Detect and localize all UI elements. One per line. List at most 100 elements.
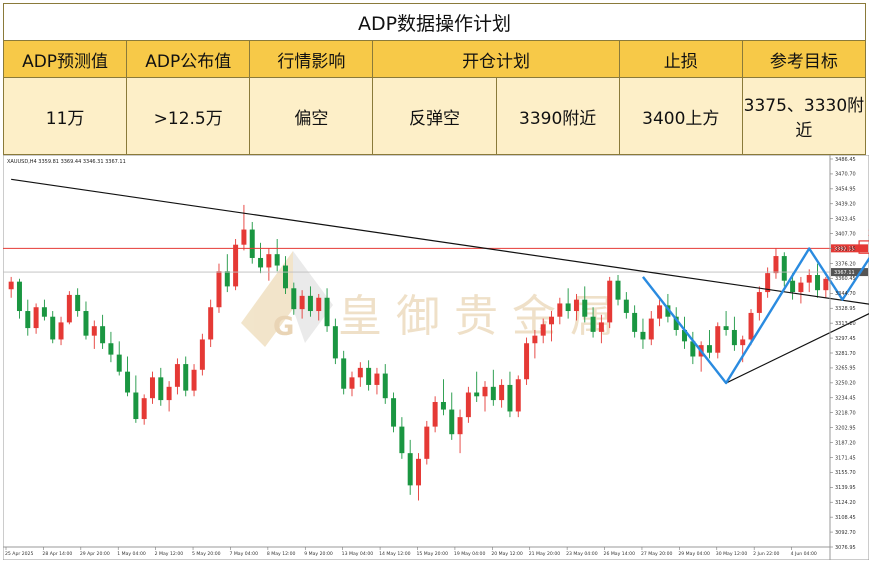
candle-body bbox=[781, 256, 787, 281]
candle-body bbox=[416, 458, 421, 486]
y-tick-label: 3124.20 bbox=[835, 500, 856, 506]
candle-body bbox=[183, 364, 189, 391]
candle-body bbox=[66, 294, 72, 323]
y-tick-label: 3250.20 bbox=[835, 381, 856, 387]
y-tick-label: 3360.45 bbox=[835, 276, 856, 282]
candle-body bbox=[673, 316, 679, 330]
candle-body bbox=[590, 316, 596, 332]
candle-body bbox=[748, 312, 754, 340]
y-tick-label: 3139.95 bbox=[835, 485, 856, 491]
x-tick-label: 19 May 04:00 bbox=[454, 551, 486, 557]
x-tick-label: 21 May 20:00 bbox=[529, 551, 561, 557]
candle-body bbox=[756, 292, 762, 313]
candle-body bbox=[640, 331, 646, 340]
x-tick-label: 8 May 12:00 bbox=[267, 551, 296, 557]
candle-body bbox=[100, 326, 106, 344]
candle-body bbox=[715, 326, 721, 353]
x-tick-label: 30 May 12:00 bbox=[716, 551, 748, 557]
candle-body bbox=[540, 324, 546, 336]
y-tick-label: 3407.70 bbox=[835, 231, 856, 237]
candle-body bbox=[815, 275, 821, 291]
candle-body bbox=[374, 373, 380, 385]
candle-body bbox=[266, 254, 272, 268]
x-tick-label: 15 May 20:00 bbox=[417, 551, 449, 557]
y-tick-label: 3297.45 bbox=[835, 336, 856, 342]
candle-body bbox=[665, 305, 671, 317]
value-adp-forecast: 11万 bbox=[2, 77, 128, 155]
y-tick-label: 3092.70 bbox=[835, 530, 856, 536]
candle-body bbox=[208, 307, 214, 340]
header-open-plan: 开仓计划 bbox=[372, 40, 620, 78]
candle-body bbox=[798, 282, 804, 293]
candle-body bbox=[341, 358, 347, 389]
candle-body bbox=[108, 343, 114, 355]
candle-body bbox=[490, 386, 496, 401]
candle-body bbox=[532, 335, 538, 344]
candle-body bbox=[141, 398, 147, 420]
candle-body bbox=[507, 384, 513, 412]
candle-body bbox=[623, 299, 629, 313]
x-tick-label: 26 May 14:00 bbox=[604, 551, 636, 557]
candle-body bbox=[382, 373, 388, 399]
header-adp-actual: ADP公布值 bbox=[126, 40, 251, 78]
candle-body bbox=[648, 318, 654, 340]
candle-body bbox=[740, 339, 746, 346]
candle-body bbox=[690, 341, 696, 357]
candle-body bbox=[33, 307, 39, 329]
candle-body bbox=[765, 273, 771, 293]
candle-body bbox=[216, 271, 222, 308]
candle-body bbox=[116, 354, 122, 372]
candle-body bbox=[632, 312, 638, 332]
candle-body bbox=[41, 307, 47, 317]
descending-trendline bbox=[11, 178, 869, 305]
y-tick-label: 3234.45 bbox=[835, 396, 856, 402]
candle-body bbox=[307, 295, 313, 312]
candle-body bbox=[199, 339, 205, 370]
candle-body bbox=[549, 316, 555, 325]
candle-body bbox=[332, 326, 338, 359]
candle-body bbox=[349, 377, 355, 389]
candle-body bbox=[731, 329, 737, 346]
y-tick-label: 3391.95 bbox=[835, 246, 856, 252]
candle-body bbox=[598, 322, 604, 332]
header-target: 参考目标 bbox=[741, 40, 867, 78]
y-tick-label: 3328.95 bbox=[835, 306, 856, 312]
candle-body bbox=[806, 275, 812, 283]
candle-body bbox=[449, 409, 455, 435]
y-tick-label: 3171.45 bbox=[835, 455, 856, 461]
symbol-header: XAUUSD,H4 3359.81 3369.44 3346.31 3367.1… bbox=[7, 159, 126, 165]
x-tick-label: 1 May 04:00 bbox=[117, 551, 146, 557]
value-stop-loss: 3400上方 bbox=[618, 77, 743, 155]
y-tick-label: 3202.95 bbox=[835, 425, 856, 431]
y-tick-label: 3313.20 bbox=[835, 321, 856, 327]
current-price-tag bbox=[831, 268, 868, 277]
candle-body bbox=[440, 401, 446, 410]
y-tick-label: 3218.70 bbox=[835, 410, 856, 416]
x-tick-label: 13 May 04:00 bbox=[342, 551, 374, 557]
candle-body bbox=[357, 367, 363, 378]
candle-body bbox=[424, 426, 430, 459]
candle-body bbox=[773, 256, 779, 274]
candle-body bbox=[249, 229, 255, 258]
candle-body bbox=[324, 297, 330, 327]
y-tick-label: 3108.45 bbox=[835, 515, 856, 521]
x-tick-label: 5 May 20:00 bbox=[192, 551, 221, 557]
x-tick-label: 29 Apr 20:00 bbox=[80, 551, 110, 557]
x-tick-label: 29 May 04:00 bbox=[678, 551, 710, 557]
y-tick-label: 3155.70 bbox=[835, 470, 856, 476]
value-market-impact: 偏空 bbox=[249, 77, 374, 155]
x-tick-label: 7 May 04:00 bbox=[229, 551, 258, 557]
y-tick-label: 3486.45 bbox=[835, 157, 856, 163]
candle-body bbox=[8, 281, 14, 290]
candle-body bbox=[282, 265, 288, 289]
candle-body bbox=[316, 297, 322, 312]
resistance-price-label: 3392.15 bbox=[834, 246, 855, 252]
header-stop-loss: 止损 bbox=[618, 40, 743, 78]
y-tick-label: 3439.20 bbox=[835, 202, 856, 208]
candle-body bbox=[615, 280, 621, 300]
candle-body bbox=[706, 345, 712, 353]
x-tick-label: 28 Apr 14:00 bbox=[42, 551, 72, 557]
x-tick-label: 27 May 20:00 bbox=[641, 551, 673, 557]
candle-body bbox=[75, 294, 81, 312]
